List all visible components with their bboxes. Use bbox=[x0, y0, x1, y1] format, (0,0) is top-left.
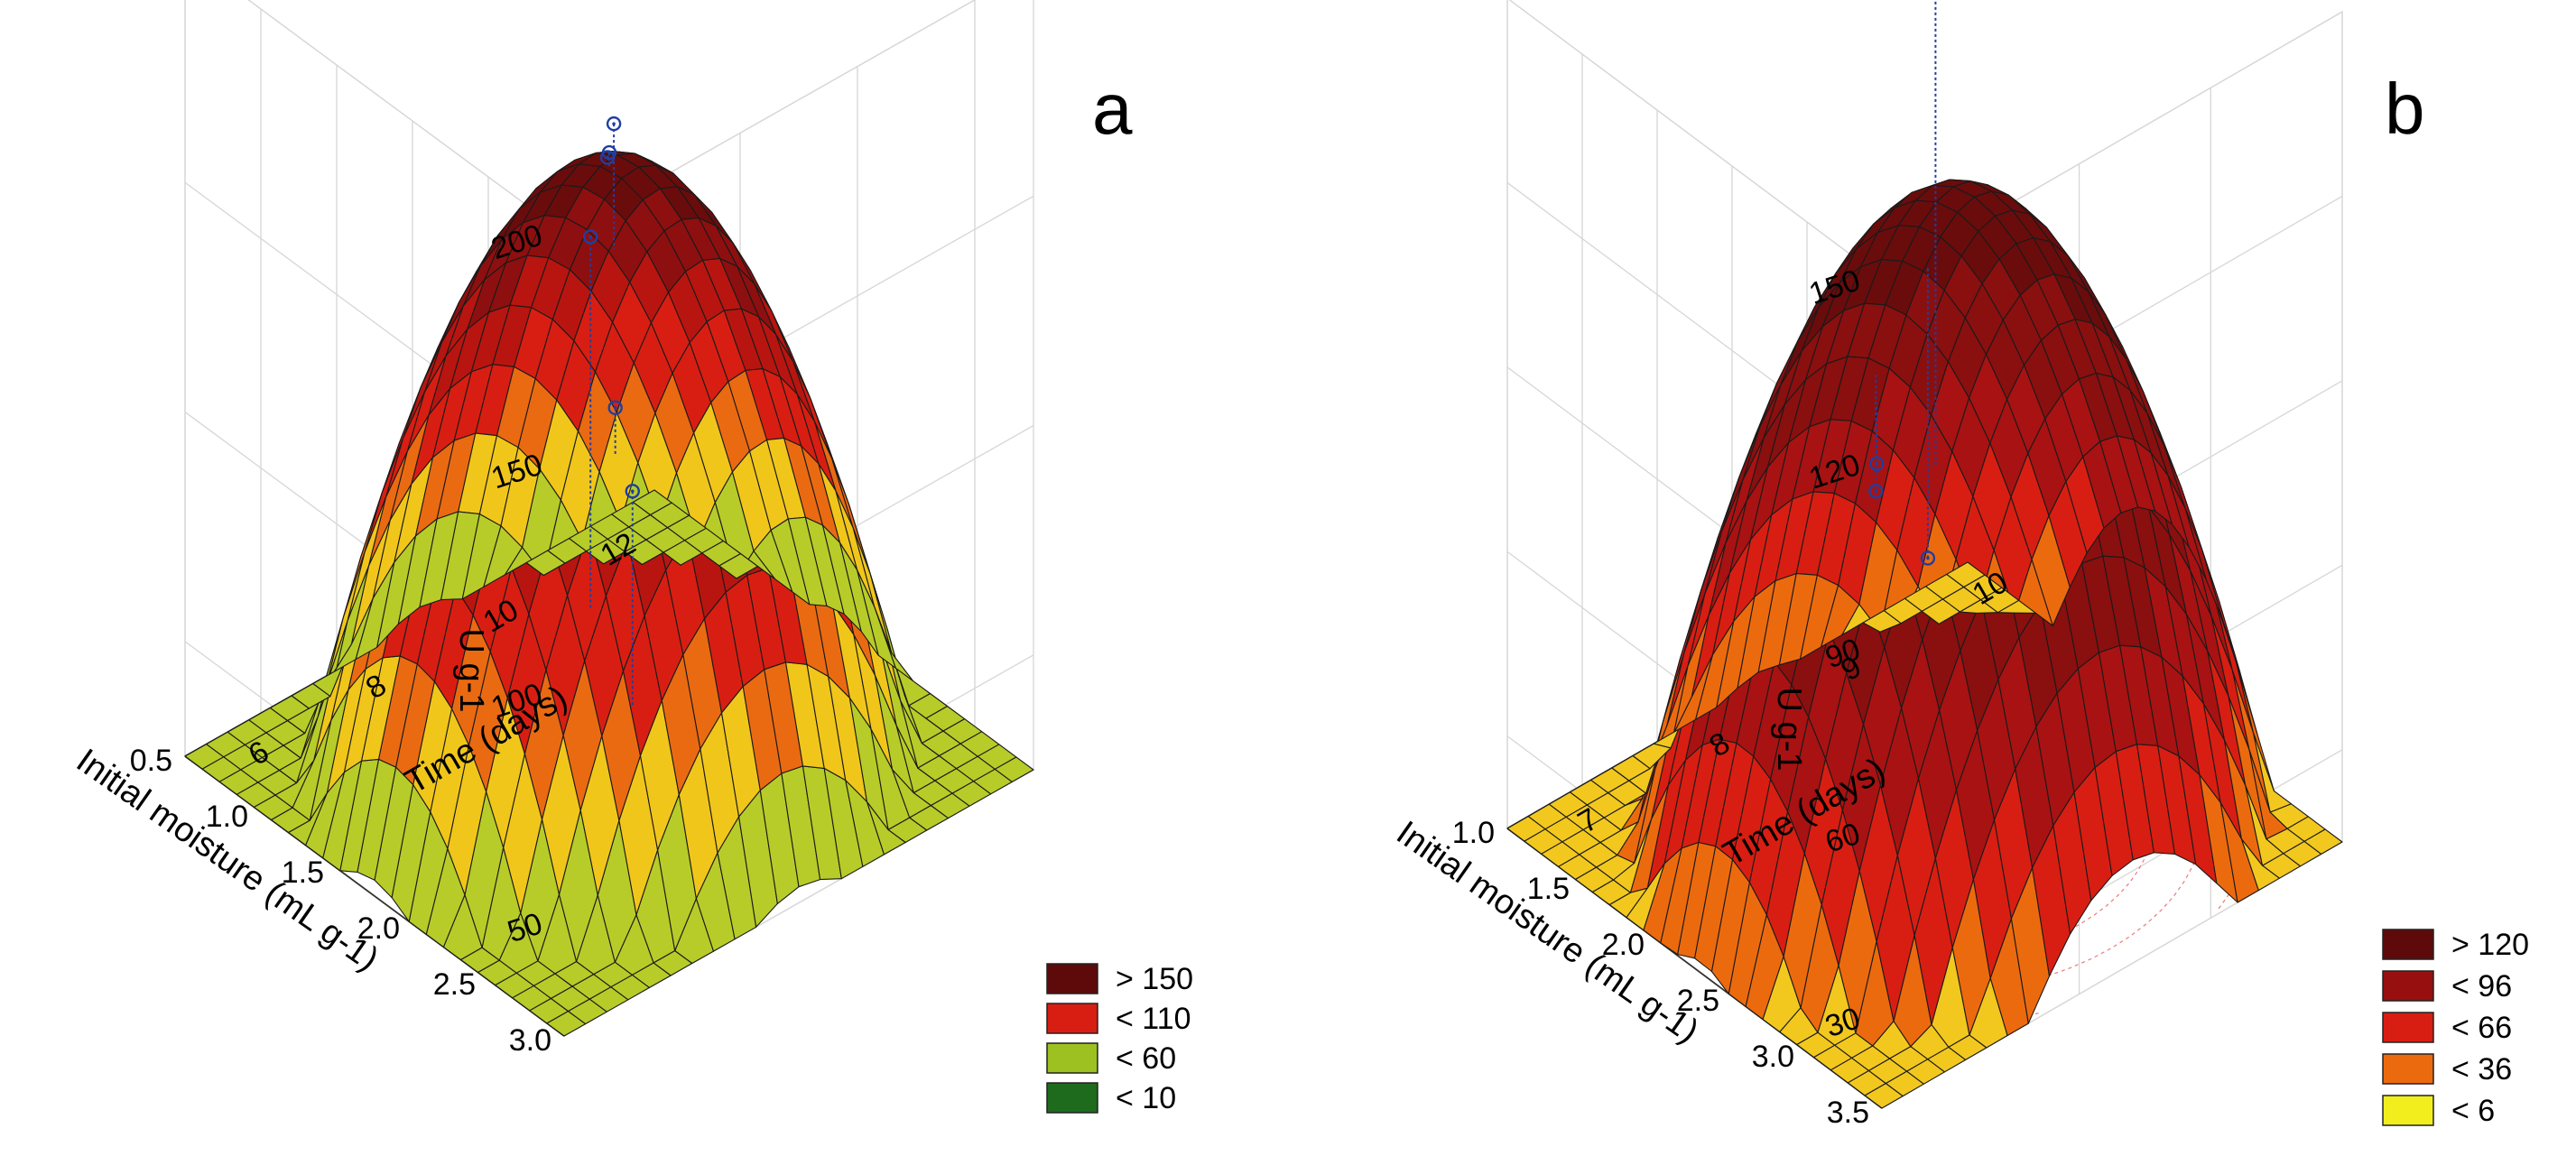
observed-point-center bbox=[1926, 556, 1930, 560]
observed-point bbox=[606, 116, 622, 132]
y-tick-label: 2.5 bbox=[433, 967, 476, 1002]
y-tick-label: 2.0 bbox=[1602, 928, 1645, 962]
y-tick-label: 3.5 bbox=[1827, 1096, 1869, 1130]
observed-point bbox=[1868, 484, 1884, 499]
chart-b-panel-label: b bbox=[2385, 69, 2425, 149]
observed-point bbox=[607, 400, 623, 416]
y-tick-label: 3.0 bbox=[1752, 1040, 1794, 1074]
legend-label: > 120 bbox=[2451, 928, 2529, 962]
legend-swatch bbox=[2382, 1095, 2434, 1126]
legend-label: < 110 bbox=[1116, 1002, 1191, 1036]
legend-swatch bbox=[1046, 1003, 1098, 1034]
z-axis-title: U g-1 bbox=[452, 629, 490, 713]
observed-point-center bbox=[606, 155, 609, 160]
legend-label: < 10 bbox=[1116, 1081, 1176, 1115]
y-tick-label: 2.5 bbox=[1677, 984, 1719, 1018]
observed-point bbox=[1920, 550, 1936, 566]
legend-label: < 96 bbox=[2451, 969, 2512, 1003]
chart-a-panel-label: a bbox=[1092, 69, 1133, 149]
chart-b-response-surface bbox=[1506, 179, 2343, 1109]
legend-label: < 60 bbox=[1116, 1041, 1176, 1076]
observed-point-center bbox=[612, 122, 616, 125]
observed-point bbox=[625, 484, 640, 499]
observed-point bbox=[583, 229, 598, 245]
y-tick-label: 1.5 bbox=[1527, 872, 1570, 906]
legend-swatch bbox=[1046, 1042, 1098, 1074]
legend-swatch bbox=[2382, 970, 2434, 1002]
observed-point bbox=[1869, 456, 1885, 472]
legend-swatch bbox=[1046, 1082, 1098, 1114]
y-tick-label: 1.5 bbox=[282, 855, 324, 890]
chart-a-observed-points bbox=[583, 116, 640, 707]
y-tick-label: 0.5 bbox=[130, 744, 172, 778]
y-tick-label: 1.0 bbox=[1452, 816, 1495, 850]
legend-label: < 6 bbox=[2451, 1094, 2495, 1128]
legend-swatch bbox=[2382, 929, 2434, 960]
y-tick-label: 3.0 bbox=[509, 1023, 551, 1058]
legend-swatch bbox=[2382, 1012, 2434, 1043]
legend-swatch bbox=[2382, 1053, 2434, 1085]
legend-label: < 66 bbox=[2451, 1011, 2512, 1045]
observed-point-center bbox=[631, 489, 635, 494]
y-tick-label: 2.0 bbox=[357, 911, 400, 946]
chart-b-observed-points bbox=[1868, 0, 1937, 566]
chart-a-response-surface bbox=[184, 150, 1034, 1037]
chart-a-legend: > 150 < 110 < 60 < 10 bbox=[1046, 962, 1193, 1115]
z-axis-title: U g-1 bbox=[1770, 688, 1808, 772]
legend-label: > 150 bbox=[1116, 962, 1193, 996]
observed-point-center bbox=[588, 235, 592, 239]
chart-b-legend: > 120 < 96 < 66 < 36 < 6 bbox=[2382, 928, 2529, 1128]
observed-point-center bbox=[613, 406, 617, 410]
legend-swatch bbox=[1046, 963, 1098, 994]
observed-point-center bbox=[1874, 489, 1878, 494]
legend-label: < 36 bbox=[2451, 1052, 2512, 1087]
y-tick-label: 1.0 bbox=[206, 800, 248, 834]
